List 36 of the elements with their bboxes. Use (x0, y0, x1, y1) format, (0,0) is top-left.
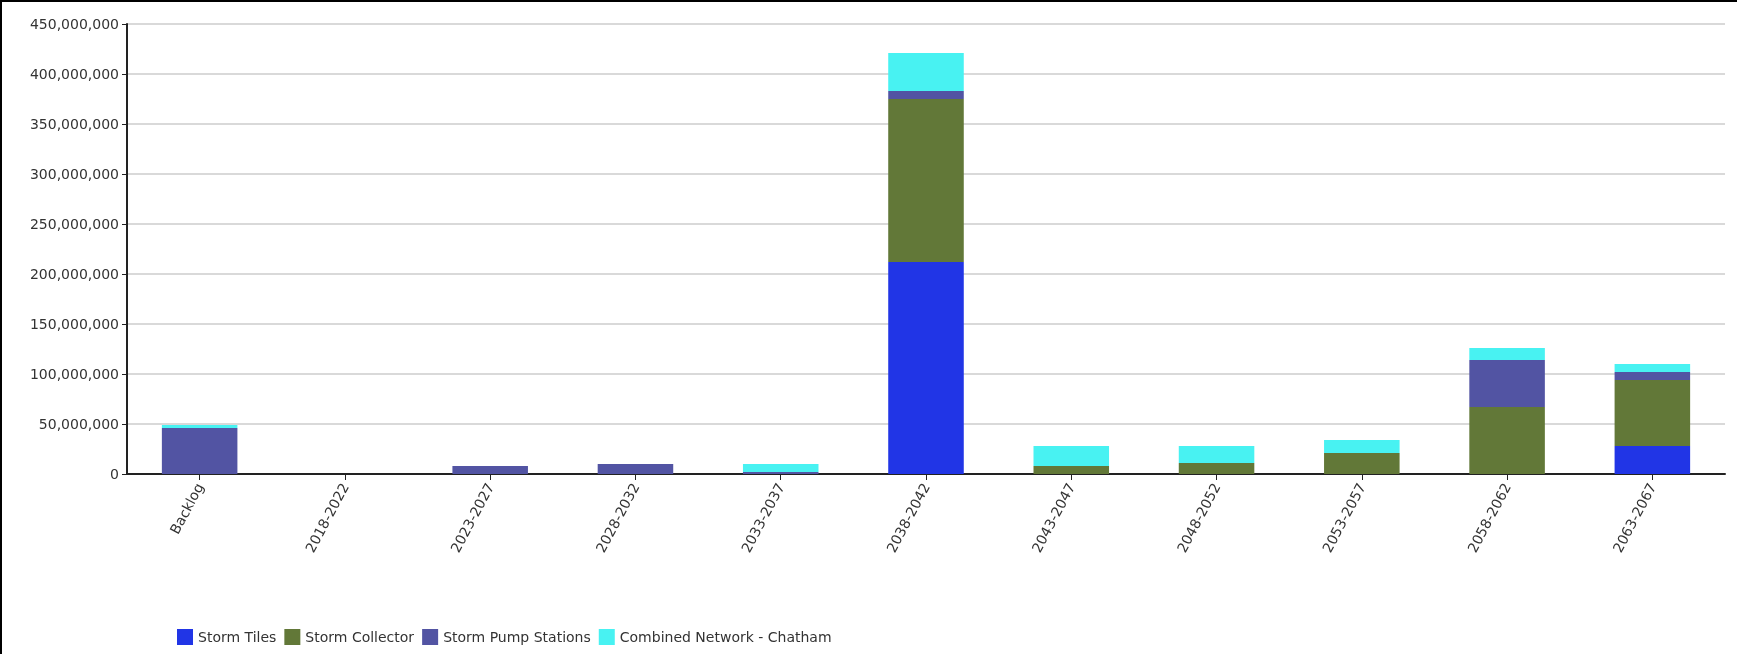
bar (1469, 348, 1545, 360)
legend-label: Storm Tiles (198, 629, 277, 645)
bar (452, 466, 528, 474)
legend-label: Storm Collector (305, 629, 415, 645)
y-tick-label: 450,000,000 (29, 16, 119, 32)
legend-label: Combined Network - Chatham (619, 629, 832, 645)
bar (597, 464, 674, 474)
bar (742, 464, 819, 472)
bar (1324, 453, 1400, 474)
y-tick-label: 200,000,000 (29, 266, 119, 282)
bar (888, 262, 964, 474)
bar (1469, 360, 1545, 407)
bar (161, 425, 238, 428)
bar (1033, 446, 1110, 466)
bar (1614, 364, 1691, 372)
bar (888, 99, 964, 262)
y-tick-label: 350,000,000 (29, 116, 119, 132)
bar (1469, 407, 1545, 474)
bar (1614, 380, 1691, 446)
y-tick-label: 400,000,000 (29, 66, 119, 82)
bar (888, 91, 964, 99)
y-tick-label: 0 (110, 466, 119, 482)
bar (1178, 446, 1255, 463)
bar (1178, 463, 1255, 474)
bar (1614, 372, 1691, 380)
bar (161, 428, 238, 474)
y-tick-label: 150,000,000 (29, 316, 119, 332)
bar (1033, 466, 1110, 474)
y-tick-label: 100,000,000 (29, 366, 119, 382)
bar (1614, 446, 1691, 474)
y-tick-label: 300,000,000 (29, 166, 119, 182)
bar (888, 53, 964, 91)
bar (1324, 440, 1400, 453)
legend-label: Storm Pump Stations (443, 629, 591, 645)
y-tick-label: 50,000,000 (38, 416, 119, 432)
y-tick-label: 250,000,000 (29, 216, 119, 232)
